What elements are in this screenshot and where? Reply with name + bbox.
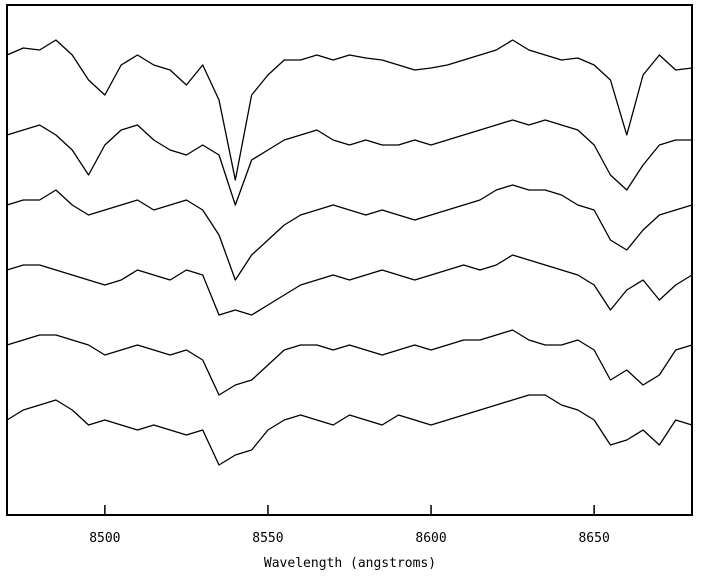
spectrum-line [6,184,693,281]
x-tick-label: 8500 [89,531,120,546]
spectrum-line [6,39,693,181]
x-axis-label: Wavelength (angstroms) [264,556,436,571]
spectrum-line [6,329,693,396]
spectrum-line [6,394,693,466]
x-tick-label: 8550 [252,531,283,546]
spectrum-line [6,254,693,316]
x-tick-label: 8650 [578,531,609,546]
spectrum-line [6,119,692,206]
plot-frame [6,4,693,516]
x-tick-label: 8600 [415,531,446,546]
